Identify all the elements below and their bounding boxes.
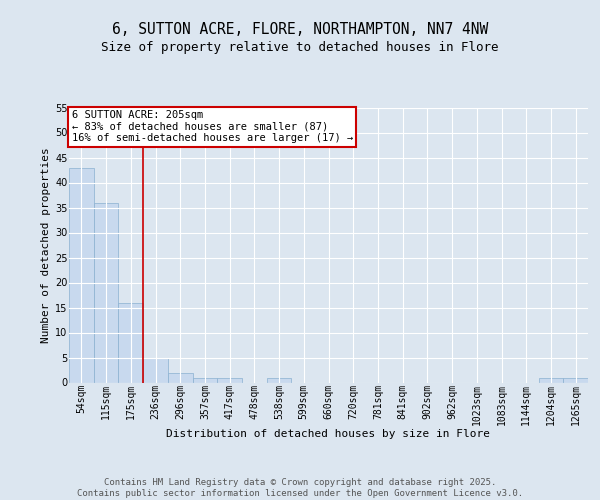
Text: 6 SUTTON ACRE: 205sqm
← 83% of detached houses are smaller (87)
16% of semi-deta: 6 SUTTON ACRE: 205sqm ← 83% of detached … <box>71 110 353 144</box>
Text: Size of property relative to detached houses in Flore: Size of property relative to detached ho… <box>101 41 499 54</box>
Bar <box>563 378 588 382</box>
Bar <box>168 372 193 382</box>
Bar <box>118 302 143 382</box>
Y-axis label: Number of detached properties: Number of detached properties <box>41 147 51 343</box>
Text: Contains HM Land Registry data © Crown copyright and database right 2025.
Contai: Contains HM Land Registry data © Crown c… <box>77 478 523 498</box>
Bar <box>193 378 217 382</box>
Bar <box>69 168 94 382</box>
Bar <box>539 378 563 382</box>
Bar <box>143 358 168 382</box>
Text: 6, SUTTON ACRE, FLORE, NORTHAMPTON, NN7 4NW: 6, SUTTON ACRE, FLORE, NORTHAMPTON, NN7 … <box>112 22 488 38</box>
X-axis label: Distribution of detached houses by size in Flore: Distribution of detached houses by size … <box>167 429 491 439</box>
Bar <box>217 378 242 382</box>
Bar <box>94 202 118 382</box>
Bar <box>267 378 292 382</box>
